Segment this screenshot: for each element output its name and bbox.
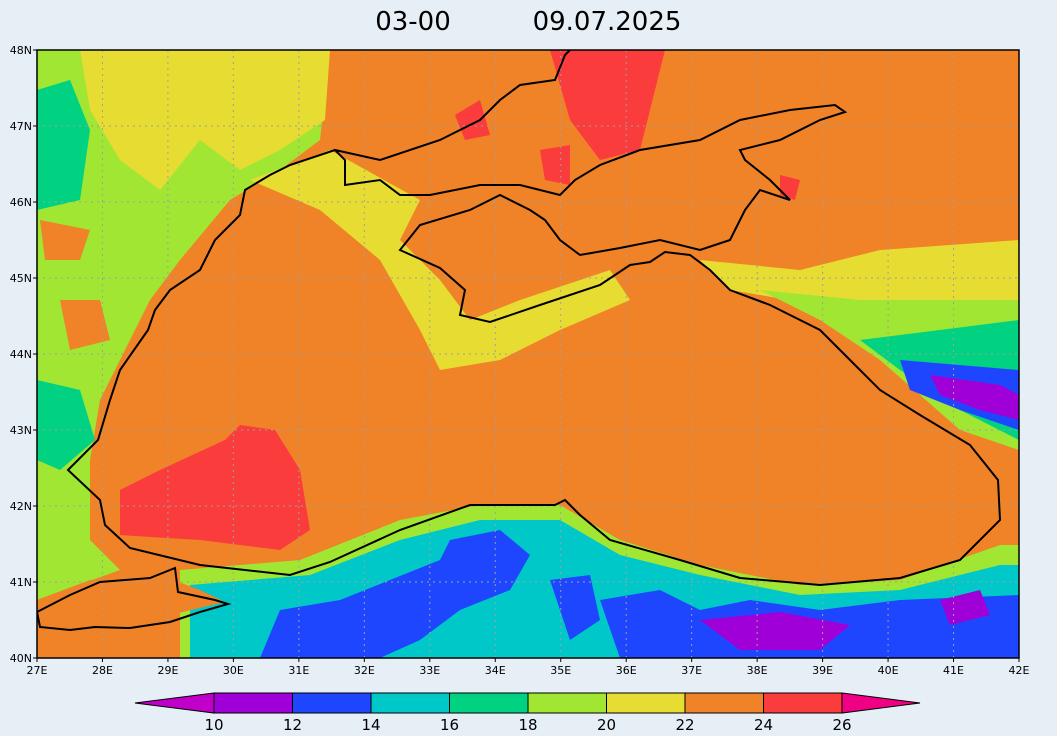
lon-tick-label: 30E: [223, 664, 244, 677]
grid: [37, 50, 1019, 658]
colorbar-label: 22: [675, 716, 694, 734]
lon-tick-label: 41E: [943, 664, 964, 677]
title-date: 09.07.2025: [533, 7, 682, 37]
field-west-green: [37, 80, 95, 470]
lon-tick-label: 39E: [812, 664, 833, 677]
lon-tick-label: 37E: [681, 664, 702, 677]
field-east-purple: [930, 375, 1019, 420]
colorbar-box: [763, 692, 843, 714]
colorbar-box: [213, 692, 293, 714]
lon-tick-label: 33E: [419, 664, 440, 677]
colorbar-box: [606, 692, 686, 714]
field-crimea-yellow: [250, 150, 630, 370]
colorbar-box: [449, 692, 529, 714]
field-north-yellow: [80, 50, 330, 190]
field-south-purple: [700, 590, 990, 650]
colorbar: 10 12 14 16 18 20 22 24 26: [134, 692, 921, 734]
temperature-field: [37, 50, 1019, 658]
colorbar-box: [370, 692, 450, 714]
lon-tick-label: 29E: [157, 664, 178, 677]
field-west-orange: [40, 220, 110, 350]
colorbar-label: 14: [361, 716, 380, 734]
colorbar-label: 20: [597, 716, 616, 734]
lon-tick-label: 36E: [616, 664, 637, 677]
title-time: 03-00: [375, 7, 451, 37]
colorbar-box: [527, 692, 607, 714]
lon-tick-label: 34E: [485, 664, 506, 677]
axis-ticks: 27E 28E 29E 30E 31E 32E 33E 34E 35E 36E 37E 38E 39E 4…: [10, 44, 1030, 677]
lon-tick-label: 27E: [27, 664, 48, 677]
lat-tick-label: 44N: [10, 348, 32, 361]
field-west: [37, 50, 330, 600]
lon-tick-label: 31E: [288, 664, 309, 677]
colorbar-label: 12: [283, 716, 302, 734]
lat-tick-label: 45N: [10, 272, 32, 285]
colorbar-label: 24: [754, 716, 773, 734]
field-north-red: [455, 50, 800, 200]
colorbar-label: 18: [518, 716, 537, 734]
colorbar-over: [841, 692, 921, 714]
colorbar-box: [684, 692, 764, 714]
lon-tick-label: 42E: [1009, 664, 1030, 677]
lon-tick-label: 38E: [747, 664, 768, 677]
colorbar-label: 10: [204, 716, 223, 734]
lat-tick-label: 43N: [10, 424, 32, 437]
coastline: [37, 50, 1002, 632]
lat-tick-label: 41N: [10, 576, 32, 589]
lon-tick-label: 32E: [354, 664, 375, 677]
lat-tick-label: 47N: [10, 120, 32, 133]
lat-tick-label: 42N: [10, 500, 32, 513]
lat-tick-label: 40N: [10, 652, 32, 665]
lat-tick-label: 46N: [10, 196, 32, 209]
lon-tick-label: 40E: [878, 664, 899, 677]
lon-tick-label: 35E: [550, 664, 571, 677]
lat-tick-label: 48N: [10, 44, 32, 57]
lon-tick-label: 28E: [92, 664, 113, 677]
colorbar-label: 16: [440, 716, 459, 734]
colorbar-label: 26: [832, 716, 851, 734]
colorbar-box: [292, 692, 372, 714]
